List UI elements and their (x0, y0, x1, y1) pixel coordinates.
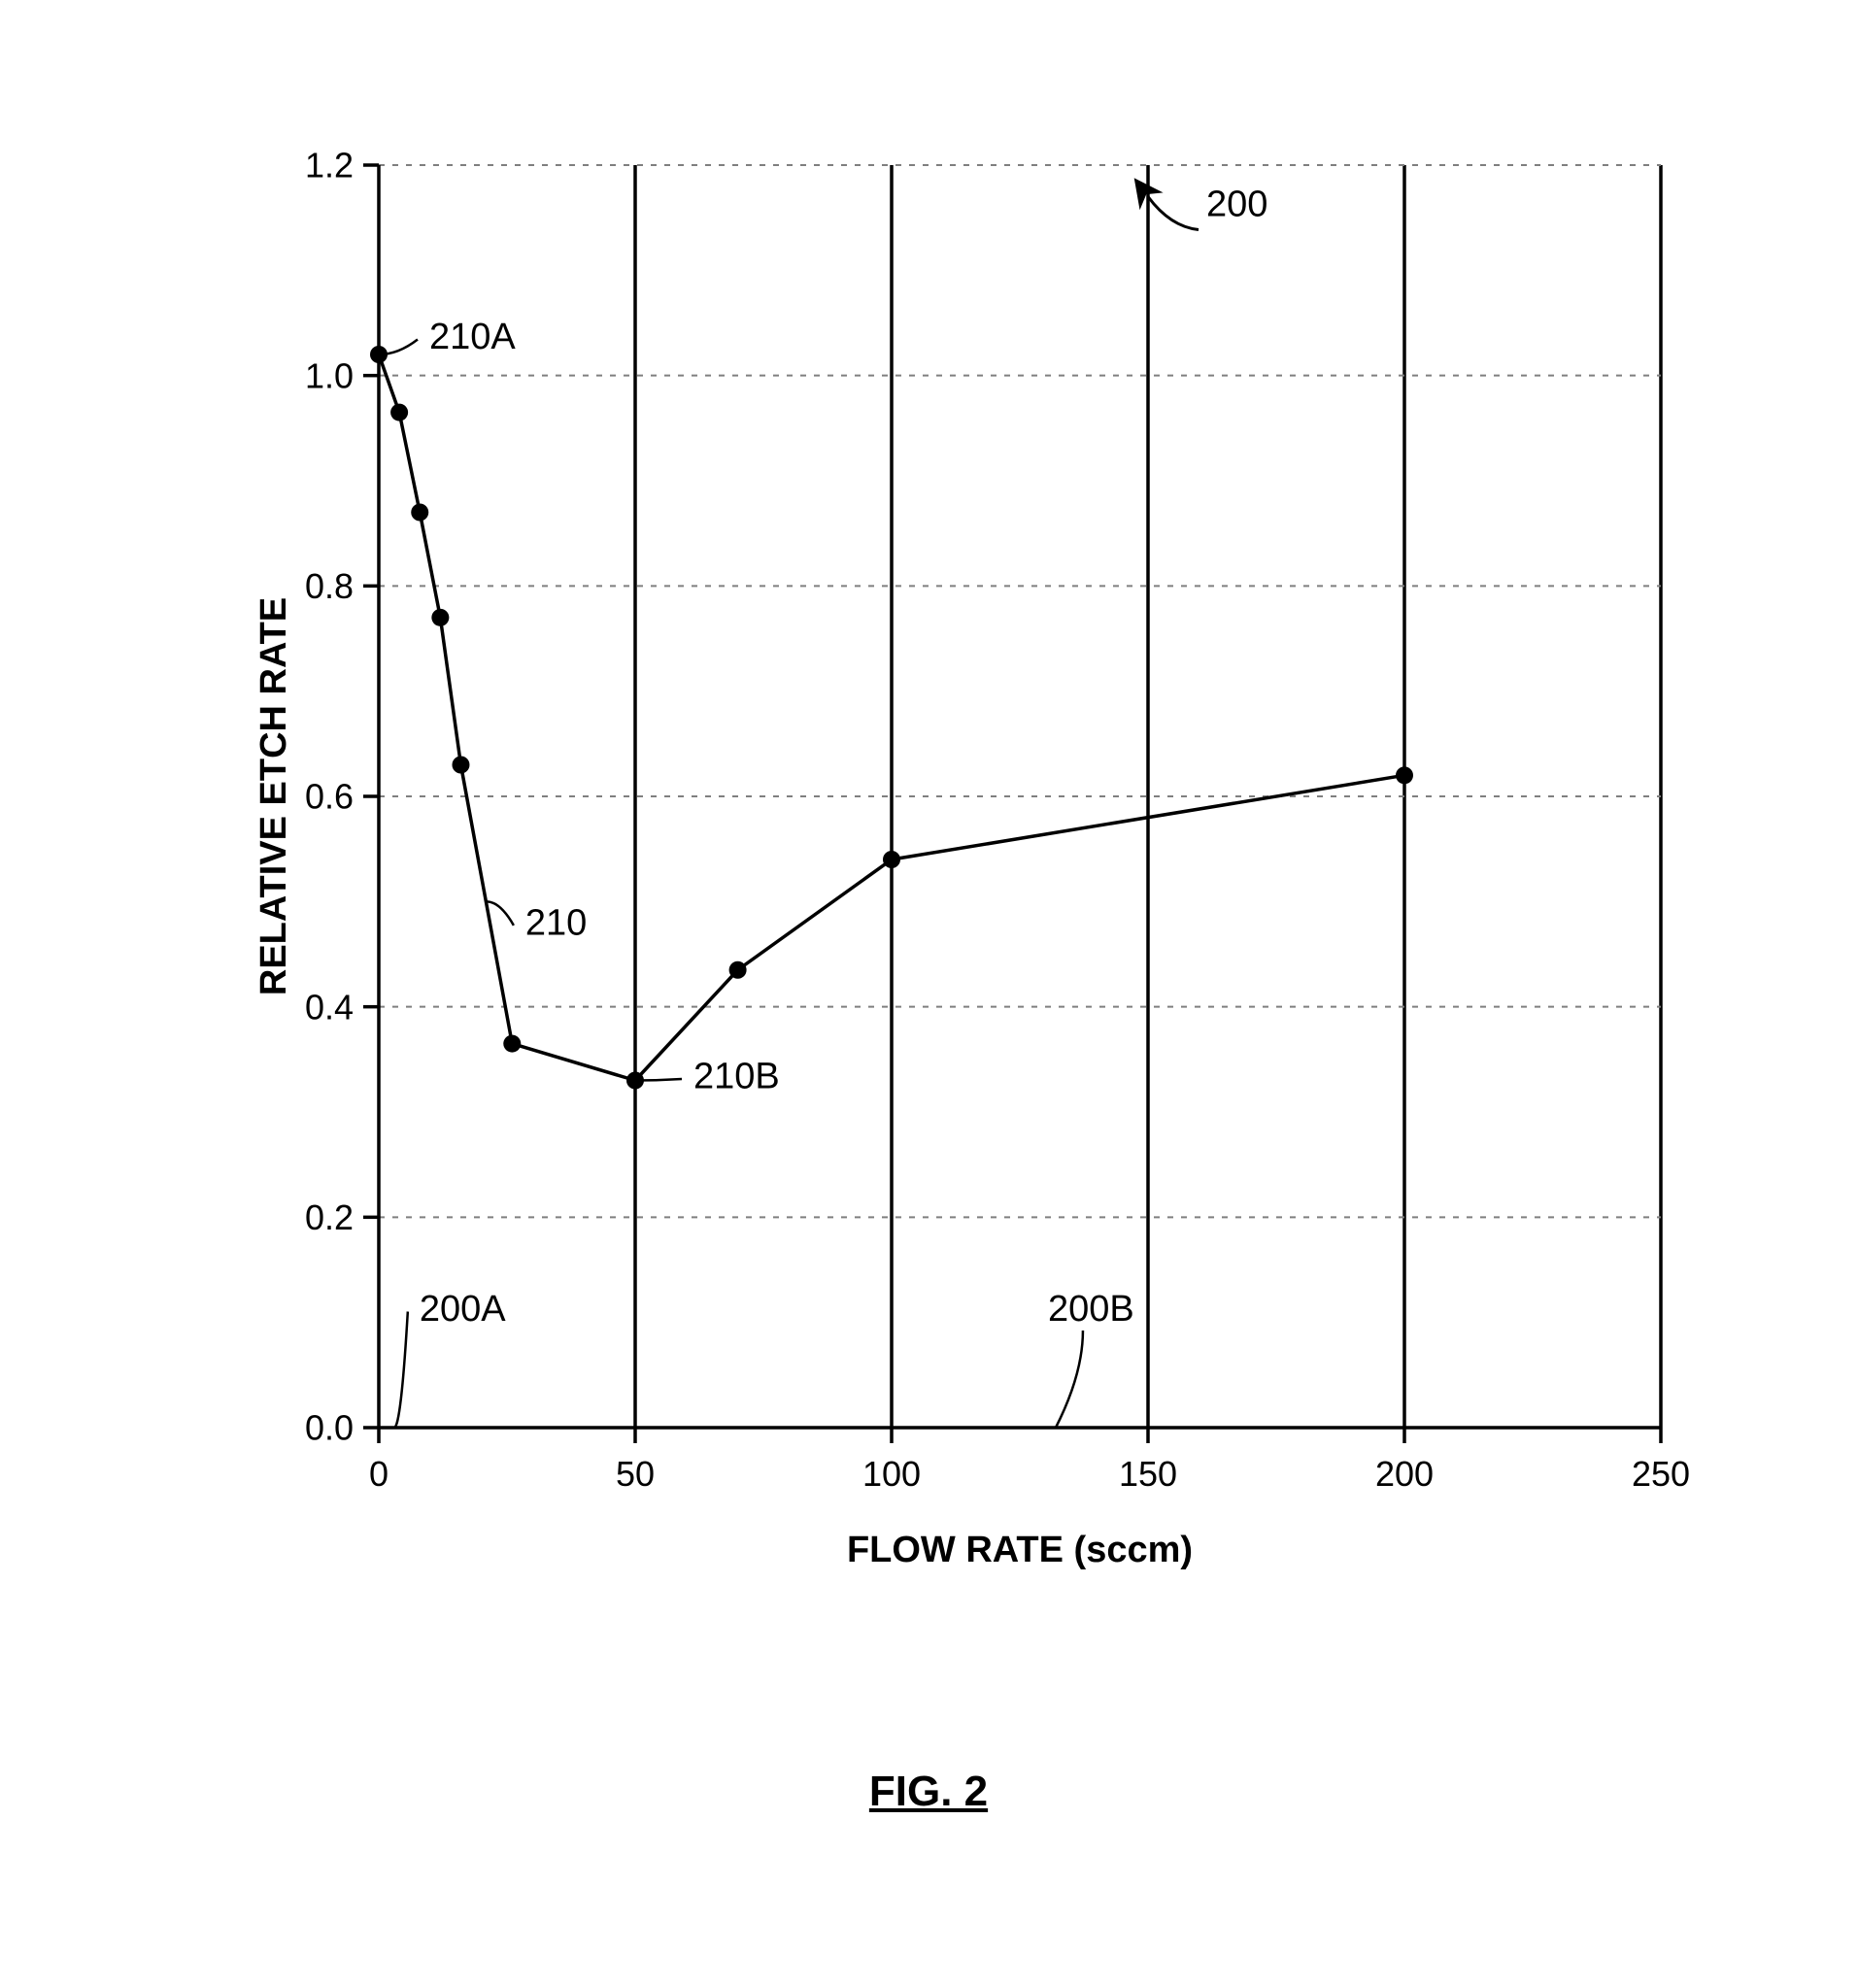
y-tick-label: 0.0 (305, 1408, 354, 1448)
y-tick-label: 0.2 (305, 1197, 354, 1237)
x-tick-label: 200 (1375, 1454, 1434, 1494)
series-marker (431, 609, 449, 626)
fig-ref-200: 200 (1206, 185, 1267, 225)
line-210: 210 (525, 902, 587, 943)
series-marker (883, 851, 900, 868)
point-210A: 210A (429, 317, 516, 357)
series-marker (729, 961, 747, 979)
annotation-leader (635, 1079, 682, 1081)
x-tick-label: 100 (862, 1454, 921, 1494)
chart-svg: 0 50 100 150 200 250 0.0 0.2 0.4 0.6 0.8 1.0 1.2 FLOW… (185, 87, 1719, 1622)
y-tick-label: 1.0 (305, 355, 354, 395)
axis-200B: 200B (1048, 1289, 1134, 1330)
series-marker (452, 757, 469, 774)
series-marker (411, 504, 428, 522)
x-axis-label: FLOW RATE (sccm) (847, 1530, 1193, 1570)
figure-caption: FIG. 2 (812, 1768, 1045, 1816)
series-marker (390, 404, 408, 421)
x-tick-label: 150 (1119, 1454, 1177, 1494)
series-marker (1396, 766, 1413, 784)
x-tick-label: 50 (616, 1454, 655, 1494)
axis-200A: 200A (420, 1289, 506, 1330)
y-axis-label: RELATIVE ETCH RATE (253, 597, 294, 995)
point-210B: 210B (693, 1057, 780, 1097)
y-tick-label: 0.8 (305, 566, 354, 606)
chart-container: 0 50 100 150 200 250 0.0 0.2 0.4 0.6 0.8 1.0 1.2 FLOW… (185, 87, 1719, 1622)
y-tick-label: 0.6 (305, 777, 354, 817)
x-tick-label: 0 (369, 1454, 388, 1494)
series-marker (503, 1035, 521, 1053)
y-tick-label: 0.4 (305, 987, 354, 1027)
y-tick-label: 1.2 (305, 146, 354, 185)
x-tick-label: 250 (1632, 1454, 1690, 1494)
